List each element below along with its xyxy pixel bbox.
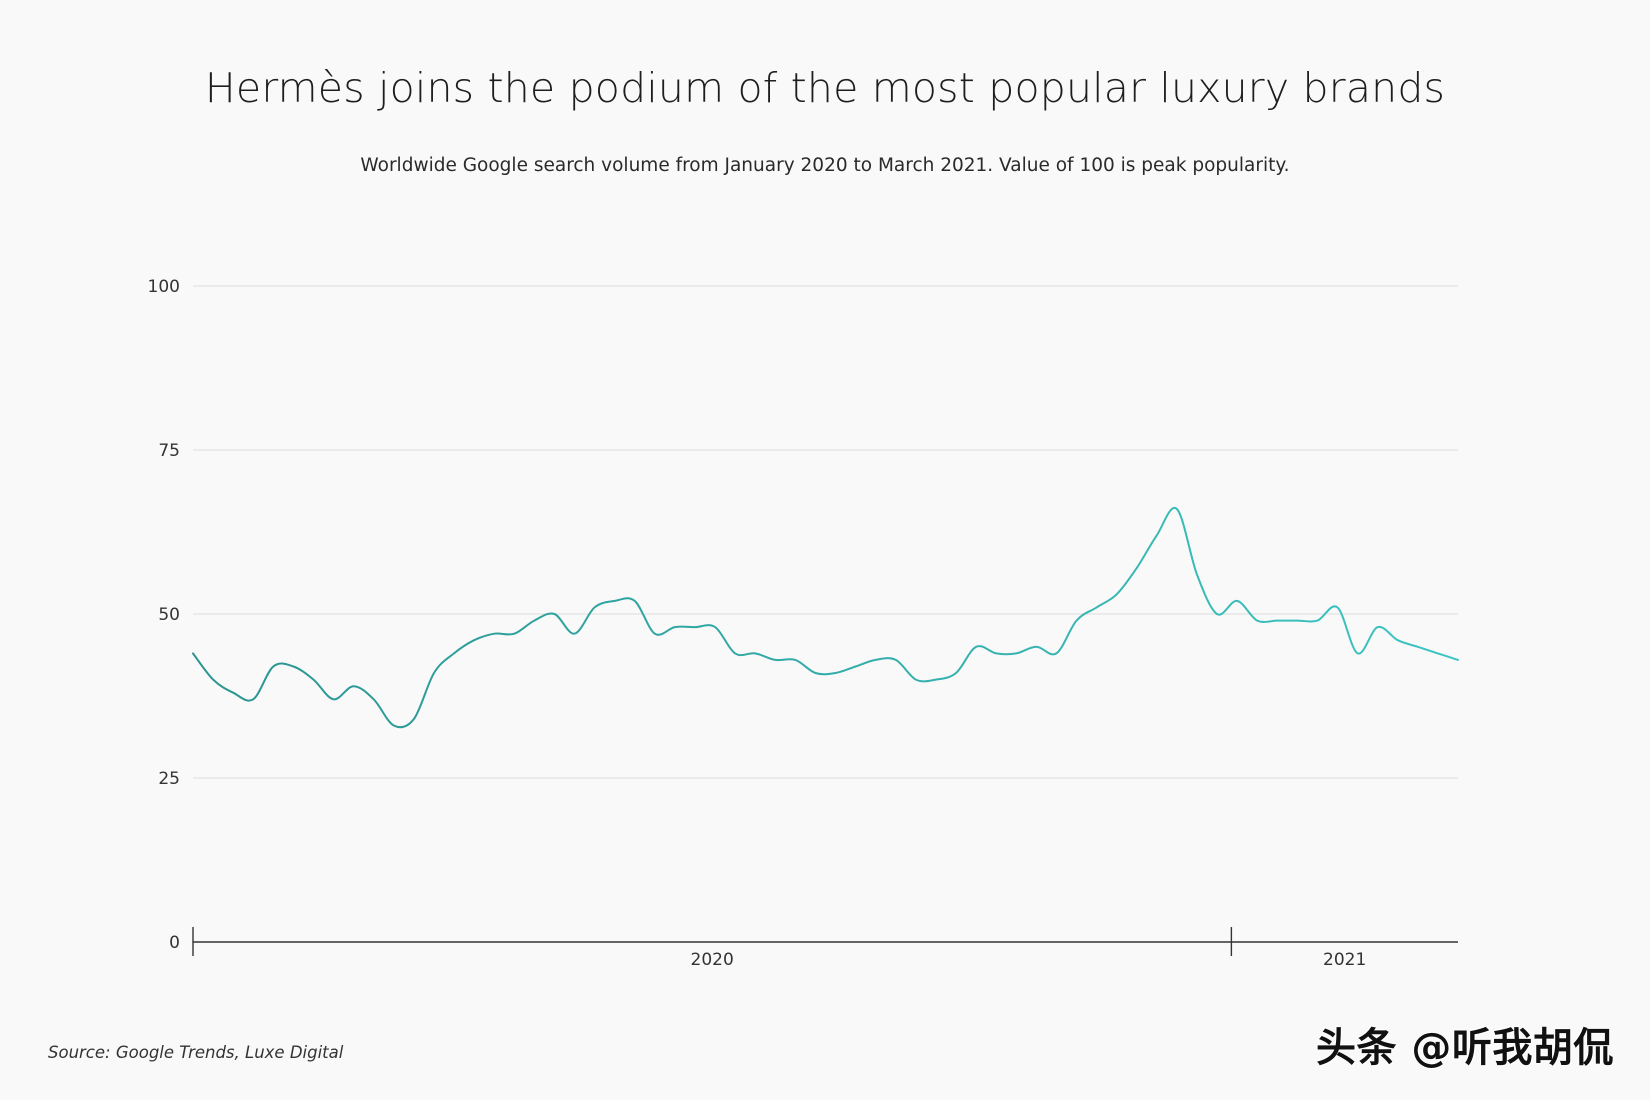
- data-point: [933, 677, 939, 683]
- data-point: [873, 657, 879, 663]
- data-point: [692, 624, 698, 630]
- chart-subtitle: Worldwide Google search volume from Janu…: [360, 155, 1290, 176]
- data-point: [1053, 650, 1059, 656]
- data-point: [672, 624, 678, 630]
- data-point: [893, 657, 899, 663]
- data-point: [1375, 624, 1381, 630]
- data-point: [973, 644, 979, 650]
- data-point: [732, 650, 738, 656]
- data-point: [451, 650, 457, 656]
- data-point: [210, 677, 216, 683]
- data-point: [1094, 604, 1100, 610]
- data-point: [913, 677, 919, 683]
- data-point: [491, 631, 497, 637]
- data-point: [351, 683, 357, 689]
- data-point: [1274, 618, 1280, 624]
- data-point: [511, 631, 517, 637]
- watermark: 头条 @听我胡侃: [1316, 1025, 1614, 1071]
- data-point: [1254, 618, 1260, 624]
- data-point: [853, 664, 859, 670]
- y-tick-label: 100: [148, 277, 180, 297]
- data-point: [1294, 618, 1300, 624]
- data-point: [431, 670, 437, 676]
- y-tick-label: 0: [169, 933, 180, 953]
- data-point: [230, 690, 236, 696]
- data-point: [371, 696, 377, 702]
- data-point: [331, 696, 337, 702]
- data-point: [270, 664, 276, 670]
- data-point: [1214, 611, 1220, 617]
- data-point: [1174, 506, 1180, 512]
- data-point: [1335, 604, 1341, 610]
- data-point: [1435, 650, 1441, 656]
- data-point: [1134, 565, 1140, 571]
- data-point: [1194, 572, 1200, 578]
- data-point: [1033, 644, 1039, 650]
- data-point: [953, 670, 959, 676]
- data-point: [752, 650, 758, 656]
- data-point: [531, 618, 537, 624]
- y-tick-label: 25: [158, 769, 180, 789]
- grid-lines: [193, 285, 1458, 779]
- data-point: [311, 677, 317, 683]
- x-axis: [192, 927, 1458, 956]
- data-point: [813, 670, 819, 676]
- y-tick-label: 75: [158, 441, 180, 461]
- data-point: [471, 637, 477, 643]
- data-point: [572, 631, 578, 637]
- data-point: [1355, 650, 1361, 656]
- data-point: [592, 604, 598, 610]
- data-point: [1395, 637, 1401, 643]
- data-point: [1455, 657, 1461, 663]
- data-point: [551, 611, 557, 617]
- data-point: [993, 650, 999, 656]
- data-point: [612, 598, 618, 604]
- data-point: [391, 723, 397, 729]
- data-point: [250, 696, 256, 702]
- data-point: [411, 716, 417, 722]
- data-point: [1114, 591, 1120, 597]
- x-tick-label: 2021: [1323, 950, 1366, 970]
- data-point: [190, 650, 196, 656]
- source-note: Source: Google Trends, Luxe Digital: [48, 1043, 344, 1062]
- series-layer: [190, 506, 1461, 729]
- data-point: [290, 664, 296, 670]
- tick-labels: 0 25 50 75 100 2020 2021: [148, 277, 1367, 970]
- data-point: [772, 657, 778, 663]
- data-point: [632, 598, 638, 604]
- data-point: [1415, 644, 1421, 650]
- y-tick-label: 50: [158, 605, 180, 625]
- data-point: [1013, 650, 1019, 656]
- data-point: [1154, 532, 1160, 538]
- series-line: [192, 506, 1459, 729]
- data-point: [833, 670, 839, 676]
- chart-title: Hermès joins the podium of the most popu…: [204, 64, 1446, 112]
- data-point: [792, 657, 798, 663]
- data-point: [1234, 598, 1240, 604]
- data-point: [1314, 618, 1320, 624]
- data-point: [652, 631, 658, 637]
- data-point: [712, 624, 718, 630]
- data-point: [1074, 618, 1080, 624]
- x-tick-label: 2020: [691, 950, 734, 970]
